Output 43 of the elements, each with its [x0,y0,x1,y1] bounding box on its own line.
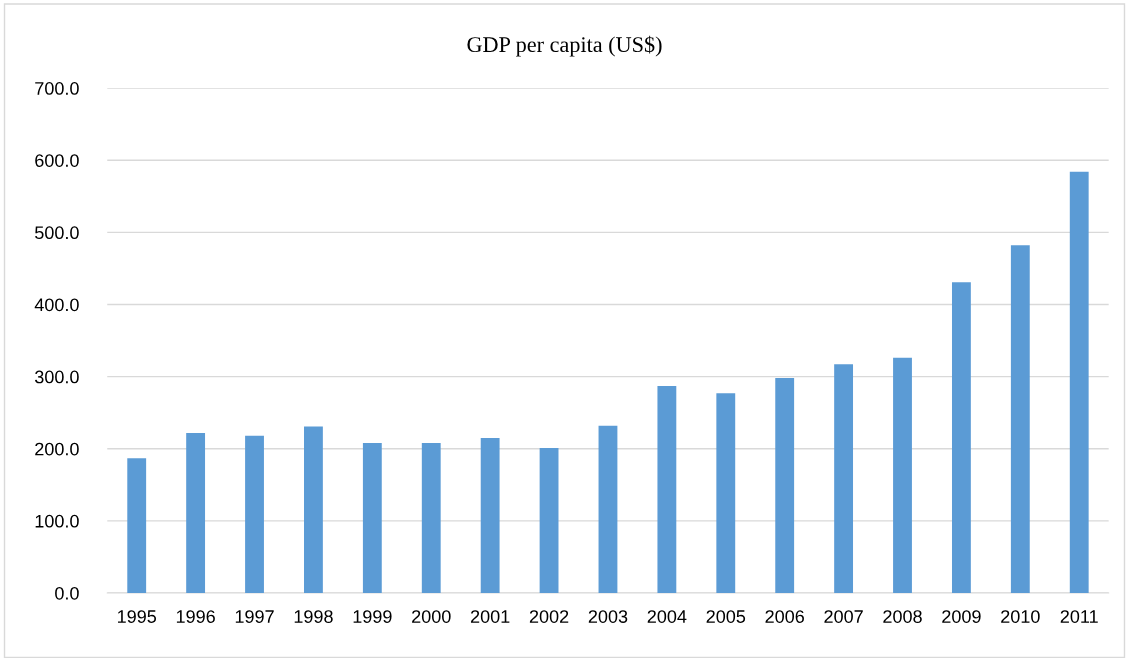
bar [186,432,206,594]
x-tick-label: 1999 [353,610,392,623]
bar [1069,171,1089,594]
x-tick-label: 2010 [1001,610,1040,623]
x-tick-label: 1996 [176,610,215,623]
y-tick-label: 700.0 [35,82,79,95]
x-tick-label: 1995 [118,610,157,623]
x-tick-label: 2001 [470,610,510,623]
bar [1010,245,1030,594]
bar [657,386,677,594]
x-tick-label: 2005 [706,610,746,623]
x-tick-label: 1998 [294,610,333,623]
x-tick-label: 2006 [765,610,804,623]
y-tick-label: 500.0 [35,226,79,240]
bar [245,435,264,594]
y-tick-label: 200.0 [35,442,79,456]
x-tick-label: 2011 [1060,610,1098,623]
bar [304,426,323,594]
bar [127,458,147,594]
bar [480,437,500,594]
x-tick-label: 2002 [529,610,569,623]
y-tick-label: 100.0 [35,514,79,528]
x-tick-label: 1997 [235,610,274,623]
chart-title: GDP per capita (US$) [467,35,662,57]
x-tick-label: 2008 [883,610,922,623]
bar [775,378,795,594]
y-tick-label: 600.0 [35,154,79,167]
y-tick-label: 0.0 [55,586,79,600]
bar [834,364,854,594]
y-tick-label: 300.0 [34,370,79,384]
x-tick-label: 2007 [824,610,863,623]
x-tick-label: 2009 [942,610,981,623]
bar [362,442,382,594]
bar [421,442,441,594]
bar [951,282,971,594]
x-tick-label: 2004 [647,610,687,623]
bar [598,425,618,594]
bar [716,393,736,594]
x-tick-label: 2003 [588,610,628,623]
bar [893,357,912,594]
x-tick-label: 2000 [412,610,451,623]
bar [539,448,559,594]
y-tick-label: 400.0 [34,298,79,312]
